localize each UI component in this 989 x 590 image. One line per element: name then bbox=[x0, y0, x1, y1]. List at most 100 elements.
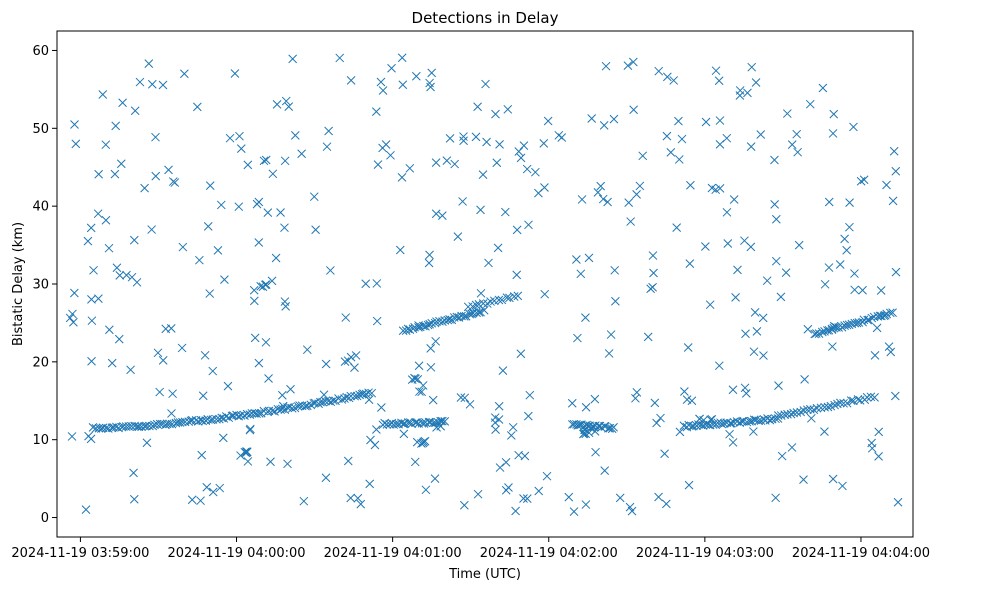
track-point bbox=[328, 396, 338, 405]
noise-point bbox=[728, 385, 738, 395]
noise-point bbox=[519, 141, 529, 150]
noise-point bbox=[65, 313, 75, 323]
track-point bbox=[573, 421, 583, 430]
noise-point bbox=[259, 156, 269, 166]
noise-point bbox=[151, 171, 161, 181]
noise-point bbox=[459, 500, 469, 510]
cluster-point bbox=[706, 415, 716, 425]
noise-point bbox=[722, 207, 732, 217]
noise-point bbox=[715, 116, 725, 125]
x-tick-label: 2024-11-19 04:03:00 bbox=[636, 546, 774, 561]
noise-point bbox=[829, 109, 839, 119]
track-point bbox=[276, 405, 285, 414]
track-point bbox=[817, 327, 827, 337]
noise-point bbox=[235, 131, 244, 141]
track-point bbox=[567, 420, 577, 429]
noise-point bbox=[398, 80, 408, 90]
noise-point bbox=[762, 276, 772, 286]
noise-point bbox=[340, 357, 350, 366]
noise-point bbox=[840, 234, 849, 244]
noise-point bbox=[249, 296, 259, 306]
noise-point bbox=[476, 205, 485, 215]
noise-point bbox=[677, 134, 687, 144]
track-point bbox=[364, 388, 373, 398]
noise-point bbox=[660, 449, 669, 459]
noise-point bbox=[324, 126, 333, 136]
noise-point bbox=[414, 361, 424, 371]
noise-point bbox=[591, 447, 600, 457]
noise-point bbox=[283, 459, 292, 469]
track-point bbox=[789, 408, 798, 418]
noise-point bbox=[277, 390, 287, 400]
noise-point bbox=[445, 134, 455, 143]
noise-point bbox=[524, 411, 533, 421]
noise-point bbox=[473, 102, 482, 112]
noise-point bbox=[569, 507, 579, 516]
noise-point bbox=[460, 393, 470, 403]
track-point bbox=[816, 403, 826, 413]
noise-point bbox=[701, 242, 710, 251]
track-point bbox=[412, 418, 421, 427]
noise-point bbox=[777, 451, 787, 461]
noise-point bbox=[118, 98, 127, 108]
noise-point bbox=[311, 225, 320, 235]
track-point bbox=[145, 421, 154, 431]
track-point bbox=[862, 392, 872, 402]
noise-point bbox=[203, 222, 213, 231]
noise-point bbox=[705, 300, 715, 310]
noise-point bbox=[130, 106, 140, 116]
noise-point bbox=[781, 268, 791, 277]
cluster-point bbox=[256, 281, 266, 291]
track-point bbox=[786, 409, 796, 419]
noise-point bbox=[115, 271, 125, 280]
noise-point bbox=[662, 72, 672, 82]
noise-point bbox=[87, 316, 97, 326]
noise-point bbox=[431, 336, 441, 346]
track-point bbox=[486, 297, 495, 306]
y-axis-title: Bistatic Delay (km) bbox=[11, 222, 26, 346]
noise-point bbox=[168, 389, 177, 399]
noise-point bbox=[381, 140, 391, 149]
track-point bbox=[796, 407, 806, 417]
noise-point bbox=[856, 176, 866, 186]
noise-point bbox=[603, 197, 612, 207]
noise-point bbox=[859, 175, 869, 185]
cluster-point bbox=[258, 282, 268, 292]
noise-point bbox=[794, 240, 804, 250]
noise-point bbox=[371, 107, 381, 117]
noise-point bbox=[733, 265, 742, 275]
noise-point bbox=[835, 260, 845, 269]
cluster-point bbox=[236, 451, 245, 460]
noise-point bbox=[751, 78, 761, 87]
track-point bbox=[405, 325, 415, 335]
noise-point bbox=[414, 321, 423, 330]
y-axis-ticks: 0 10 20 30 40 50 60 bbox=[32, 44, 57, 526]
noise-point bbox=[674, 116, 683, 126]
x-axis-title: Time (UTC) bbox=[448, 567, 521, 582]
noise-point bbox=[351, 351, 361, 360]
noise-point bbox=[782, 109, 792, 118]
track-point bbox=[155, 419, 165, 429]
noise-point bbox=[581, 500, 591, 509]
noise-point bbox=[508, 422, 518, 432]
noise-point bbox=[661, 499, 671, 509]
track-point bbox=[367, 388, 377, 398]
track-point bbox=[397, 418, 406, 428]
noise-point bbox=[67, 432, 77, 441]
noise-point bbox=[346, 76, 356, 85]
track-point bbox=[846, 396, 856, 405]
noise-point bbox=[516, 349, 526, 359]
cluster-point bbox=[707, 414, 717, 424]
noise-point bbox=[178, 242, 188, 252]
noise-point bbox=[886, 347, 896, 357]
noise-point bbox=[365, 479, 375, 489]
noise-point bbox=[197, 450, 207, 460]
noise-point bbox=[492, 158, 502, 168]
noise-point bbox=[828, 129, 838, 138]
noise-point bbox=[715, 184, 725, 193]
noise-point bbox=[849, 122, 858, 132]
noise-point bbox=[147, 79, 157, 89]
noise-point bbox=[731, 293, 740, 302]
noise-point bbox=[531, 167, 540, 177]
noise-point bbox=[587, 114, 597, 123]
